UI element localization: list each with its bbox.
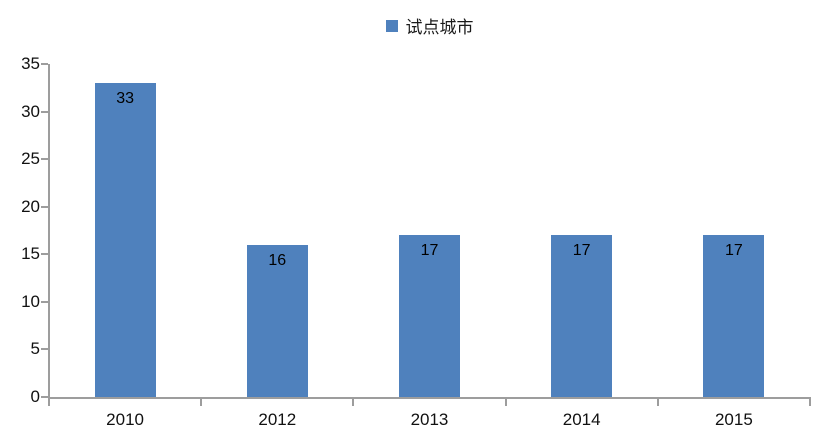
x-axis-tick — [656, 399, 659, 406]
bar-value-label: 33 — [116, 90, 134, 108]
y-axis-tick — [41, 205, 48, 208]
y-axis-tick — [41, 110, 48, 113]
bar-value-label: 17 — [572, 242, 591, 260]
x-axis-tick — [352, 399, 355, 406]
y-axis-line — [48, 64, 50, 397]
x-axis-category-label: 2012 — [258, 410, 297, 429]
y-axis-tick — [41, 253, 48, 256]
bar-2013 — [399, 235, 460, 397]
y-axis-tick-label: 10 — [21, 291, 40, 311]
bar-2012 — [246, 244, 308, 397]
y-axis-tick — [41, 396, 48, 398]
x-axis-category-label: 2015 — [714, 410, 753, 429]
y-axis-tick-label: 30 — [21, 101, 40, 121]
y-axis-tick-label: 35 — [21, 54, 40, 73]
x-axis-line — [48, 397, 811, 399]
x-axis-tick — [48, 399, 50, 406]
bar-value-label: 16 — [268, 251, 287, 269]
legend-color-swatch — [385, 19, 398, 32]
legend-series-label: 试点城市 — [405, 18, 474, 37]
x-axis-tick — [200, 399, 203, 406]
y-axis-tick — [41, 63, 48, 65]
y-axis-tick-label: 25 — [21, 149, 40, 169]
chart-legend: 试点城市 — [49, 13, 810, 38]
bar-value-label: 17 — [420, 242, 439, 260]
x-axis-tick — [809, 399, 811, 406]
bar-2014 — [551, 235, 613, 397]
y-axis-tick — [41, 300, 48, 303]
y-axis-tick-label: 5 — [30, 339, 40, 359]
bar-2010 — [94, 83, 156, 397]
bar-2015 — [703, 235, 765, 397]
x-axis-category-label: 2010 — [106, 410, 144, 429]
y-axis-tick-label: 0 — [30, 387, 40, 406]
y-axis-tick — [41, 348, 48, 351]
x-axis-tick — [504, 399, 507, 406]
y-axis-tick-label: 20 — [21, 196, 40, 216]
y-axis-tick-label: 15 — [21, 244, 40, 264]
bar-value-label: 17 — [724, 242, 743, 260]
x-axis-category-label: 2014 — [562, 410, 601, 429]
x-axis-category-label: 2013 — [410, 410, 449, 429]
y-axis-tick — [41, 158, 48, 161]
